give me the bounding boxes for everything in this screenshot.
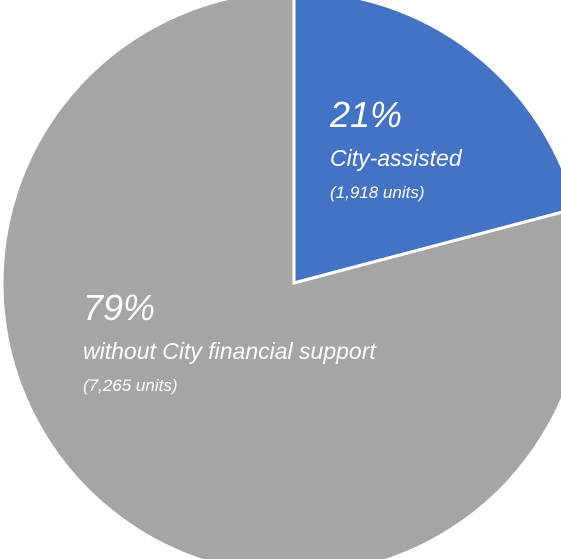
slice-label-without-city-support: 79% without City financial support (7,26…: [83, 287, 377, 395]
slice-label-city-assisted: 21% City-assisted (1,918 units): [329, 94, 463, 202]
slice-percent-city-assisted: 21%: [329, 94, 402, 135]
slice-units-without-city-support: (7,265 units): [83, 376, 178, 395]
slice-percent-without-city-support: 79%: [83, 287, 155, 328]
pie-slice-city-assisted: [292, 0, 561, 285]
slice-name-without-city-support: without City financial support: [83, 338, 377, 364]
slice-units-city-assisted: (1,918 units): [330, 183, 425, 202]
slice-name-city-assisted: City-assisted: [330, 145, 463, 171]
